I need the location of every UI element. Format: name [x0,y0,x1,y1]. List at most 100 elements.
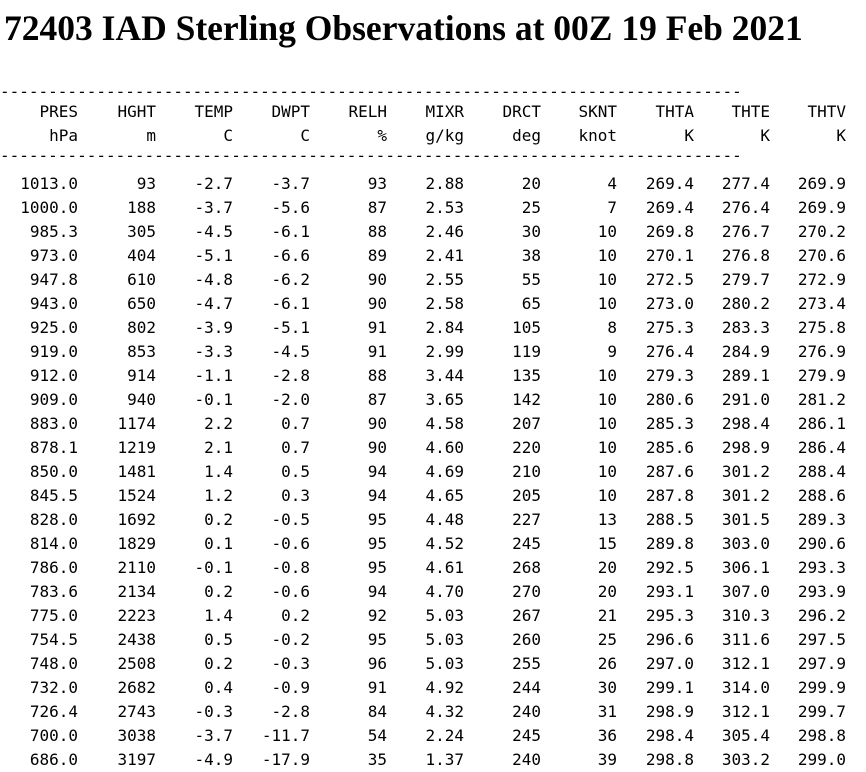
table-cell: 3.65 [425,390,464,409]
table-cell: 276.8 [721,246,770,265]
table-cell: -3.9 [194,318,233,337]
column-unit: deg [512,126,541,145]
table-cell: 285.6 [645,438,694,457]
column-unit: C [223,126,233,145]
table-cell: 1.4 [204,462,233,481]
table-cell: 1829 [117,534,156,553]
table-cell: 255 [512,654,541,673]
table-cell: 947.8 [29,270,78,289]
table-cell: 289.3 [797,510,846,529]
table-cell: 2.58 [425,294,464,313]
table-cell: 5.03 [425,630,464,649]
table-cell: 686.0 [29,750,78,769]
table-body: 1013.0 93 -2.7 -3.7 93 2.88 20 4 269.4 277.4 269.9… [0,172,866,772]
table-cell: -2.7 [194,174,233,193]
table-cell: 298.9 [645,702,694,721]
sounding-table: ----------------------------------------… [0,84,866,772]
table-cell: 311.6 [721,630,770,649]
table-cell: 2110 [117,558,156,577]
table-row: 883.0 1174 2.2 0.7 90 4.58 207 10 285.3 298.4 286.… [0,412,866,436]
table-cell: 210 [512,462,541,481]
table-cell: 305.4 [721,726,770,745]
table-cell: 260 [512,630,541,649]
table-cell: -0.9 [271,678,310,697]
table-cell: 293.3 [797,558,846,577]
table-cell: 10 [597,366,617,385]
column-unit: g/kg [425,126,464,145]
table-cell: 30 [521,222,541,241]
table-cell: -2.8 [271,702,310,721]
table-cell: 2508 [117,654,156,673]
table-cell: 10 [597,414,617,433]
table-cell: 4.52 [425,534,464,553]
table-cell: 2.46 [425,222,464,241]
table-cell: -2.8 [271,366,310,385]
table-cell: 3197 [117,750,156,769]
table-cell: 4.70 [425,582,464,601]
table-cell: 280.6 [645,390,694,409]
table-cell: 4.65 [425,486,464,505]
column-header: THTA [655,102,694,121]
table-cell: 802 [127,318,156,337]
table-cell: -0.3 [194,702,233,721]
column-unit: % [377,126,387,145]
table-cell: -4.8 [194,270,233,289]
table-cell: -3.7 [194,726,233,745]
column-unit: knot [578,126,617,145]
table-cell: 292.5 [645,558,694,577]
table-cell: -6.1 [271,294,310,313]
table-cell: 943.0 [29,294,78,313]
column-header: TEMP [194,102,233,121]
table-cell: 240 [512,702,541,721]
table-cell: -0.2 [271,630,310,649]
top-rule: ----------------------------------------… [0,84,742,100]
table-cell: 275.8 [797,318,846,337]
table-cell: 298.8 [645,750,694,769]
table-cell: 283.3 [721,318,770,337]
table-cell: 909.0 [29,390,78,409]
table-row: 686.0 3197 -4.9 -17.9 35 1.37 240 39 298.8 303.2 2… [0,748,866,772]
table-cell: 290.6 [797,534,846,553]
table-cell: 299.7 [797,702,846,721]
table-cell: -0.1 [194,558,233,577]
table-cell: 227 [512,510,541,529]
table-cell: 5.03 [425,606,464,625]
table-cell: 726.4 [29,702,78,721]
table-row: 775.0 2223 1.4 0.2 92 5.03 267 21 295.3 310.3 296.… [0,604,866,628]
table-cell: 878.1 [29,438,78,457]
table-cell: 31 [597,702,617,721]
table-row: 732.0 2682 0.4 -0.9 91 4.92 244 30 299.1 314.0 299… [0,676,866,700]
table-cell: 775.0 [29,606,78,625]
table-cell: 287.8 [645,486,694,505]
table-cell: -4.7 [194,294,233,313]
page-title: 72403 IAD Sterling Observations at 00Z 1… [4,8,803,48]
table-cell: 0.5 [281,462,310,481]
table-cell: 267 [512,606,541,625]
table-cell: 269.9 [797,174,846,193]
table-cell: 4.60 [425,438,464,457]
table-cell: 0.2 [281,606,310,625]
table-cell: 20 [597,582,617,601]
column-header: DWPT [271,102,310,121]
table-cell: 298.9 [721,438,770,457]
table-cell: 276.4 [721,198,770,217]
table-cell: 285.3 [645,414,694,433]
table-cell: 270.6 [797,246,846,265]
column-header: THTE [731,102,770,121]
table-cell: 4.92 [425,678,464,697]
table-cell: 754.5 [29,630,78,649]
table-cell: 54 [367,726,387,745]
table-cell: 296.6 [645,630,694,649]
table-row: 783.6 2134 0.2 -0.6 94 4.70 270 20 293.1 307.0 293… [0,580,866,604]
table-cell: 985.3 [29,222,78,241]
table-cell: 650 [127,294,156,313]
table-cell: 88 [367,366,387,385]
table-cell: 305 [127,222,156,241]
table-cell: 280.2 [721,294,770,313]
table-cell: -0.1 [194,390,233,409]
table-cell: -0.5 [271,510,310,529]
table-cell: 39 [597,750,617,769]
table-cell: 96 [367,654,387,673]
table-cell: 2.1 [204,438,233,457]
table-row: 814.0 1829 0.1 -0.6 95 4.52 245 15 289.8 303.0 290… [0,532,866,556]
